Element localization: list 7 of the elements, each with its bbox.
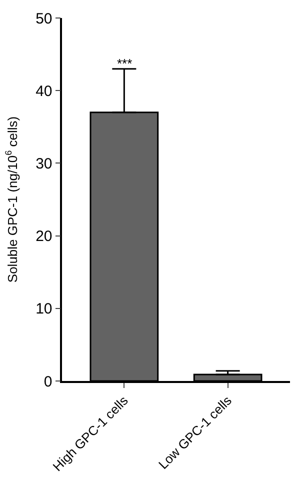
annotation: *** <box>117 56 132 71</box>
y-tick-label: 50 <box>36 10 52 28</box>
y-tick-label: 30 <box>36 155 52 172</box>
y-tick-label: 10 <box>36 300 52 318</box>
y-tick-label: 0 <box>44 373 52 390</box>
y-tick-label: 40 <box>36 82 52 100</box>
y-tick-label: 20 <box>36 228 52 246</box>
